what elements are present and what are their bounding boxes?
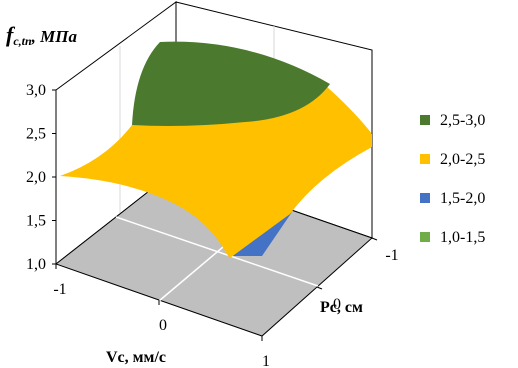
legend-label: 1,5-2,0 (440, 190, 485, 207)
x-tick-group: -1 0 1 (53, 264, 270, 368)
floor-grid (115, 216, 319, 287)
y-tick-mark (316, 286, 323, 290)
legend-label: 2,5-3,0 (440, 112, 485, 129)
y-axis-label: Pc, см (320, 299, 363, 316)
z-axis-label: fc,tn, МПа (6, 22, 78, 48)
x-tick-label: 1 (262, 353, 270, 368)
legend-swatch (420, 193, 430, 203)
y-tick-label: 0 (333, 296, 341, 313)
z-label-main: f (6, 22, 16, 47)
x-axis-label: Vc, мм/с (106, 349, 166, 366)
z-label-unit: , МПа (31, 27, 78, 46)
z-tick-label: 1,0 (26, 256, 46, 273)
x-tick-label: 0 (159, 317, 167, 334)
z-tick-label: 1,5 (26, 213, 46, 230)
legend-swatch (420, 154, 430, 164)
y-tick-mark (371, 237, 378, 241)
z-label-sub: c,tn (13, 34, 32, 48)
z-tick-label: 2,5 (26, 126, 46, 143)
surface-region-2-5-3-0 (132, 41, 330, 126)
y-tick-label: -1 (385, 247, 398, 264)
y-tick-group: 0 -1 (316, 237, 399, 313)
x-tick-label: -1 (53, 281, 66, 298)
legend-swatch (420, 115, 430, 125)
surface-region-2-0-2-5 (60, 86, 372, 258)
legend-swatch (420, 232, 430, 242)
legend-label: 2,0-2,5 (440, 151, 485, 168)
z-tick-label: 2,0 (26, 169, 46, 186)
z-tick-label: 3,0 (26, 82, 46, 99)
z-tick-group: 1,0 1,5 2,0 2,5 3,0 (26, 82, 56, 273)
legend: 2,5-3,0 2,0-2,5 1,5-2,0 1,0-1,5 (420, 112, 485, 246)
legend-label: 1,0-1,5 (440, 229, 485, 246)
